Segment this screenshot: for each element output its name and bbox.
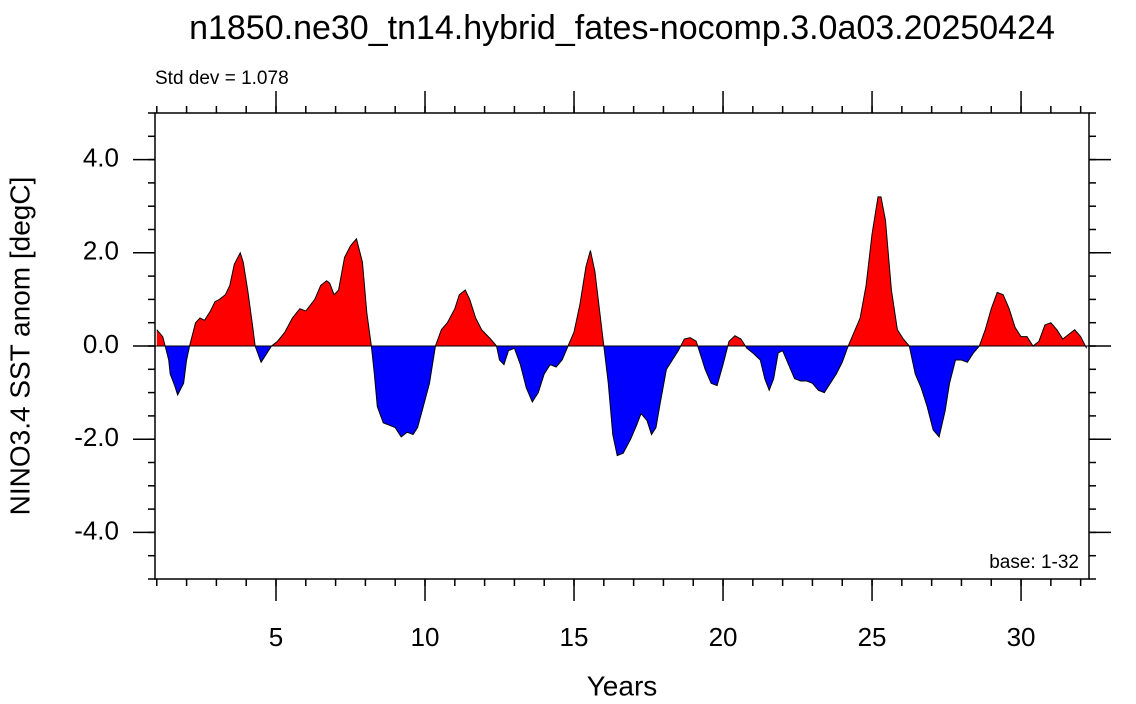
chart-title: n1850.ne30_tn14.hybrid_fates-nocomp.3.0a… xyxy=(189,9,1055,47)
data-line xyxy=(156,196,1088,457)
subtitle: Std dev = 1.078 xyxy=(155,68,289,89)
y-tick-label: 2.0 xyxy=(83,236,119,266)
positive-area xyxy=(156,196,1087,346)
negative-area xyxy=(156,346,1087,456)
x-tick-label: 5 xyxy=(269,622,283,652)
x-tick-label: 10 xyxy=(411,622,440,652)
x-tick-label: 30 xyxy=(1007,622,1036,652)
y-tick-label: -4.0 xyxy=(74,515,119,545)
x-axis-label: Years xyxy=(587,670,658,701)
x-tick-label: 20 xyxy=(709,622,738,652)
y-tick-label: -2.0 xyxy=(74,422,119,452)
y-tick-label: 0.0 xyxy=(83,329,119,359)
y-tick-label: 4.0 xyxy=(83,142,119,172)
x-tick-label: 25 xyxy=(858,622,887,652)
x-tick-label: 15 xyxy=(560,622,589,652)
y-axis-label: NINO3.4 SST anom [degC] xyxy=(4,177,35,516)
annotation: base: 1-32 xyxy=(989,552,1079,573)
